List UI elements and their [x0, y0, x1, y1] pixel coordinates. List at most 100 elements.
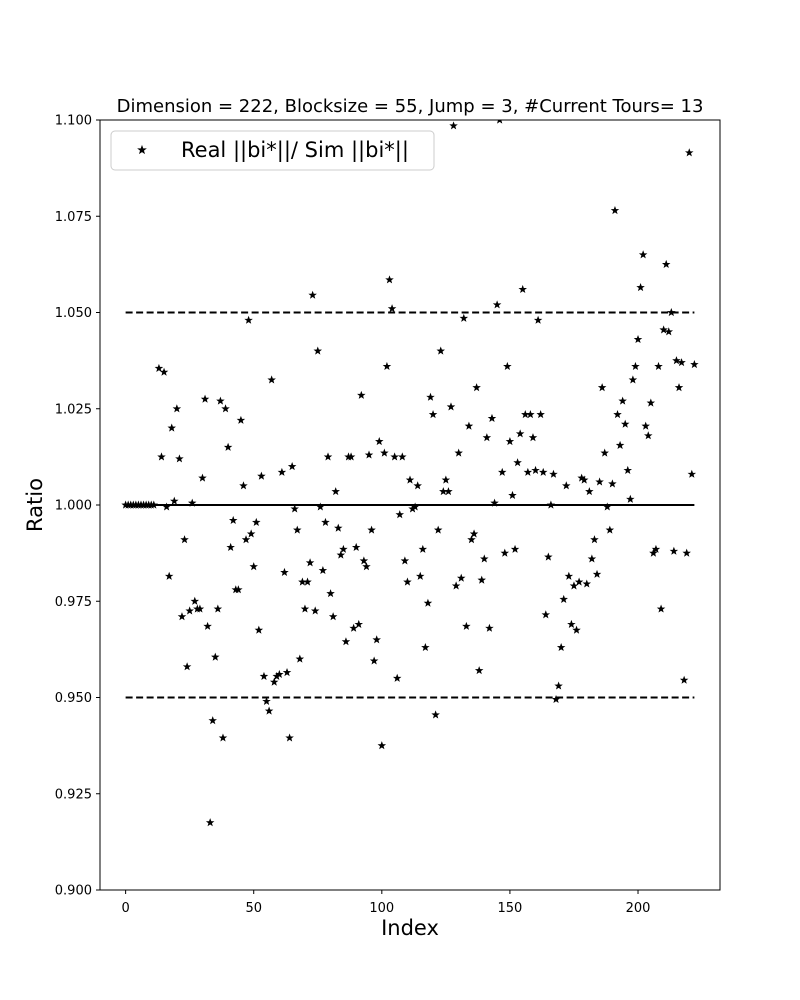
data-point — [669, 546, 679, 555]
data-point — [241, 535, 251, 544]
data-point — [500, 548, 510, 557]
data-point — [318, 565, 328, 575]
data-point — [638, 250, 648, 259]
data-point — [257, 471, 266, 480]
data-point — [664, 327, 674, 336]
data-point — [364, 450, 374, 459]
data-point — [492, 300, 502, 309]
data-point — [503, 361, 512, 371]
data-point — [290, 504, 299, 513]
data-point — [331, 487, 340, 496]
data-point — [264, 706, 274, 715]
x-axis-ticks: 0 50 100 150 200 — [121, 890, 650, 916]
data-point — [444, 487, 453, 496]
data-point — [549, 469, 558, 478]
data-point — [646, 398, 656, 407]
data-point — [449, 121, 458, 130]
data-point — [295, 654, 305, 663]
data-point — [218, 733, 228, 742]
data-point — [467, 535, 476, 544]
data-point — [636, 283, 645, 292]
data-point — [628, 375, 638, 384]
data-point — [451, 581, 461, 590]
data-point — [633, 334, 643, 344]
data-point — [405, 475, 415, 484]
data-point — [562, 481, 571, 490]
data-point — [380, 448, 389, 457]
data-point — [415, 571, 425, 580]
data-point — [459, 313, 469, 322]
data-point — [226, 542, 235, 551]
data-point — [433, 525, 443, 534]
data-point — [254, 625, 264, 634]
data-point — [480, 554, 489, 563]
data-point — [556, 642, 566, 652]
legend-entry-label: Real ||bi*||/ Sim ||bi*|| — [181, 138, 409, 163]
data-point — [661, 259, 671, 268]
data-point — [341, 637, 351, 646]
data-point — [400, 556, 410, 565]
y-axis-ticks: 0.900 0.925 0.950 0.975 1.000 1.025 1.050 1.075… — [55, 114, 100, 899]
data-point — [651, 544, 661, 553]
data-point — [387, 304, 397, 313]
data-point — [569, 581, 579, 590]
data-point — [313, 346, 323, 355]
data-point — [208, 716, 217, 725]
data-point — [526, 410, 535, 419]
data-point — [195, 604, 205, 613]
data-point — [205, 818, 215, 827]
data-point — [477, 575, 486, 584]
data-point — [667, 308, 676, 317]
data-point — [334, 523, 343, 532]
data-point — [159, 367, 169, 376]
data-point — [454, 448, 463, 457]
data-point — [316, 502, 325, 511]
data-point — [587, 554, 597, 563]
data-point — [187, 498, 197, 507]
data-point — [395, 510, 405, 519]
data-point — [659, 325, 668, 334]
data-point — [175, 454, 184, 463]
data-point — [592, 569, 602, 578]
data-point — [413, 481, 422, 490]
data-point — [538, 467, 548, 476]
data-point — [303, 577, 312, 586]
reference-lines — [125, 311, 695, 699]
data-point — [456, 573, 466, 582]
data-point — [446, 402, 456, 411]
data-point — [203, 621, 212, 630]
data-point — [287, 462, 297, 471]
data-point — [211, 652, 220, 661]
x-axis-label: Index — [381, 916, 439, 940]
data-point — [346, 452, 356, 461]
data-point — [326, 589, 335, 598]
y-tick-label: 0.925 — [55, 787, 92, 802]
data-point — [610, 206, 620, 215]
data-point — [280, 567, 289, 576]
data-point — [528, 433, 538, 442]
data-point — [436, 346, 445, 355]
y-tick-label: 1.025 — [55, 402, 92, 417]
data-point — [482, 433, 492, 442]
data-point — [269, 677, 279, 686]
data-point — [572, 625, 581, 634]
data-point — [182, 662, 192, 671]
y-tick-label: 1.075 — [55, 210, 92, 225]
data-point — [162, 502, 171, 511]
data-point — [428, 410, 438, 419]
data-point — [410, 502, 420, 511]
data-point — [677, 358, 686, 367]
data-point — [177, 612, 187, 621]
data-point — [544, 552, 553, 561]
data-point — [626, 494, 635, 503]
data-point — [390, 452, 399, 461]
data-point — [305, 558, 315, 567]
data-point — [597, 383, 607, 392]
data-point — [308, 290, 317, 299]
data-point — [246, 529, 256, 538]
data-point — [431, 710, 440, 719]
data-point — [267, 375, 276, 384]
data-point — [497, 467, 507, 476]
data-point — [293, 525, 302, 534]
data-point — [157, 452, 166, 461]
